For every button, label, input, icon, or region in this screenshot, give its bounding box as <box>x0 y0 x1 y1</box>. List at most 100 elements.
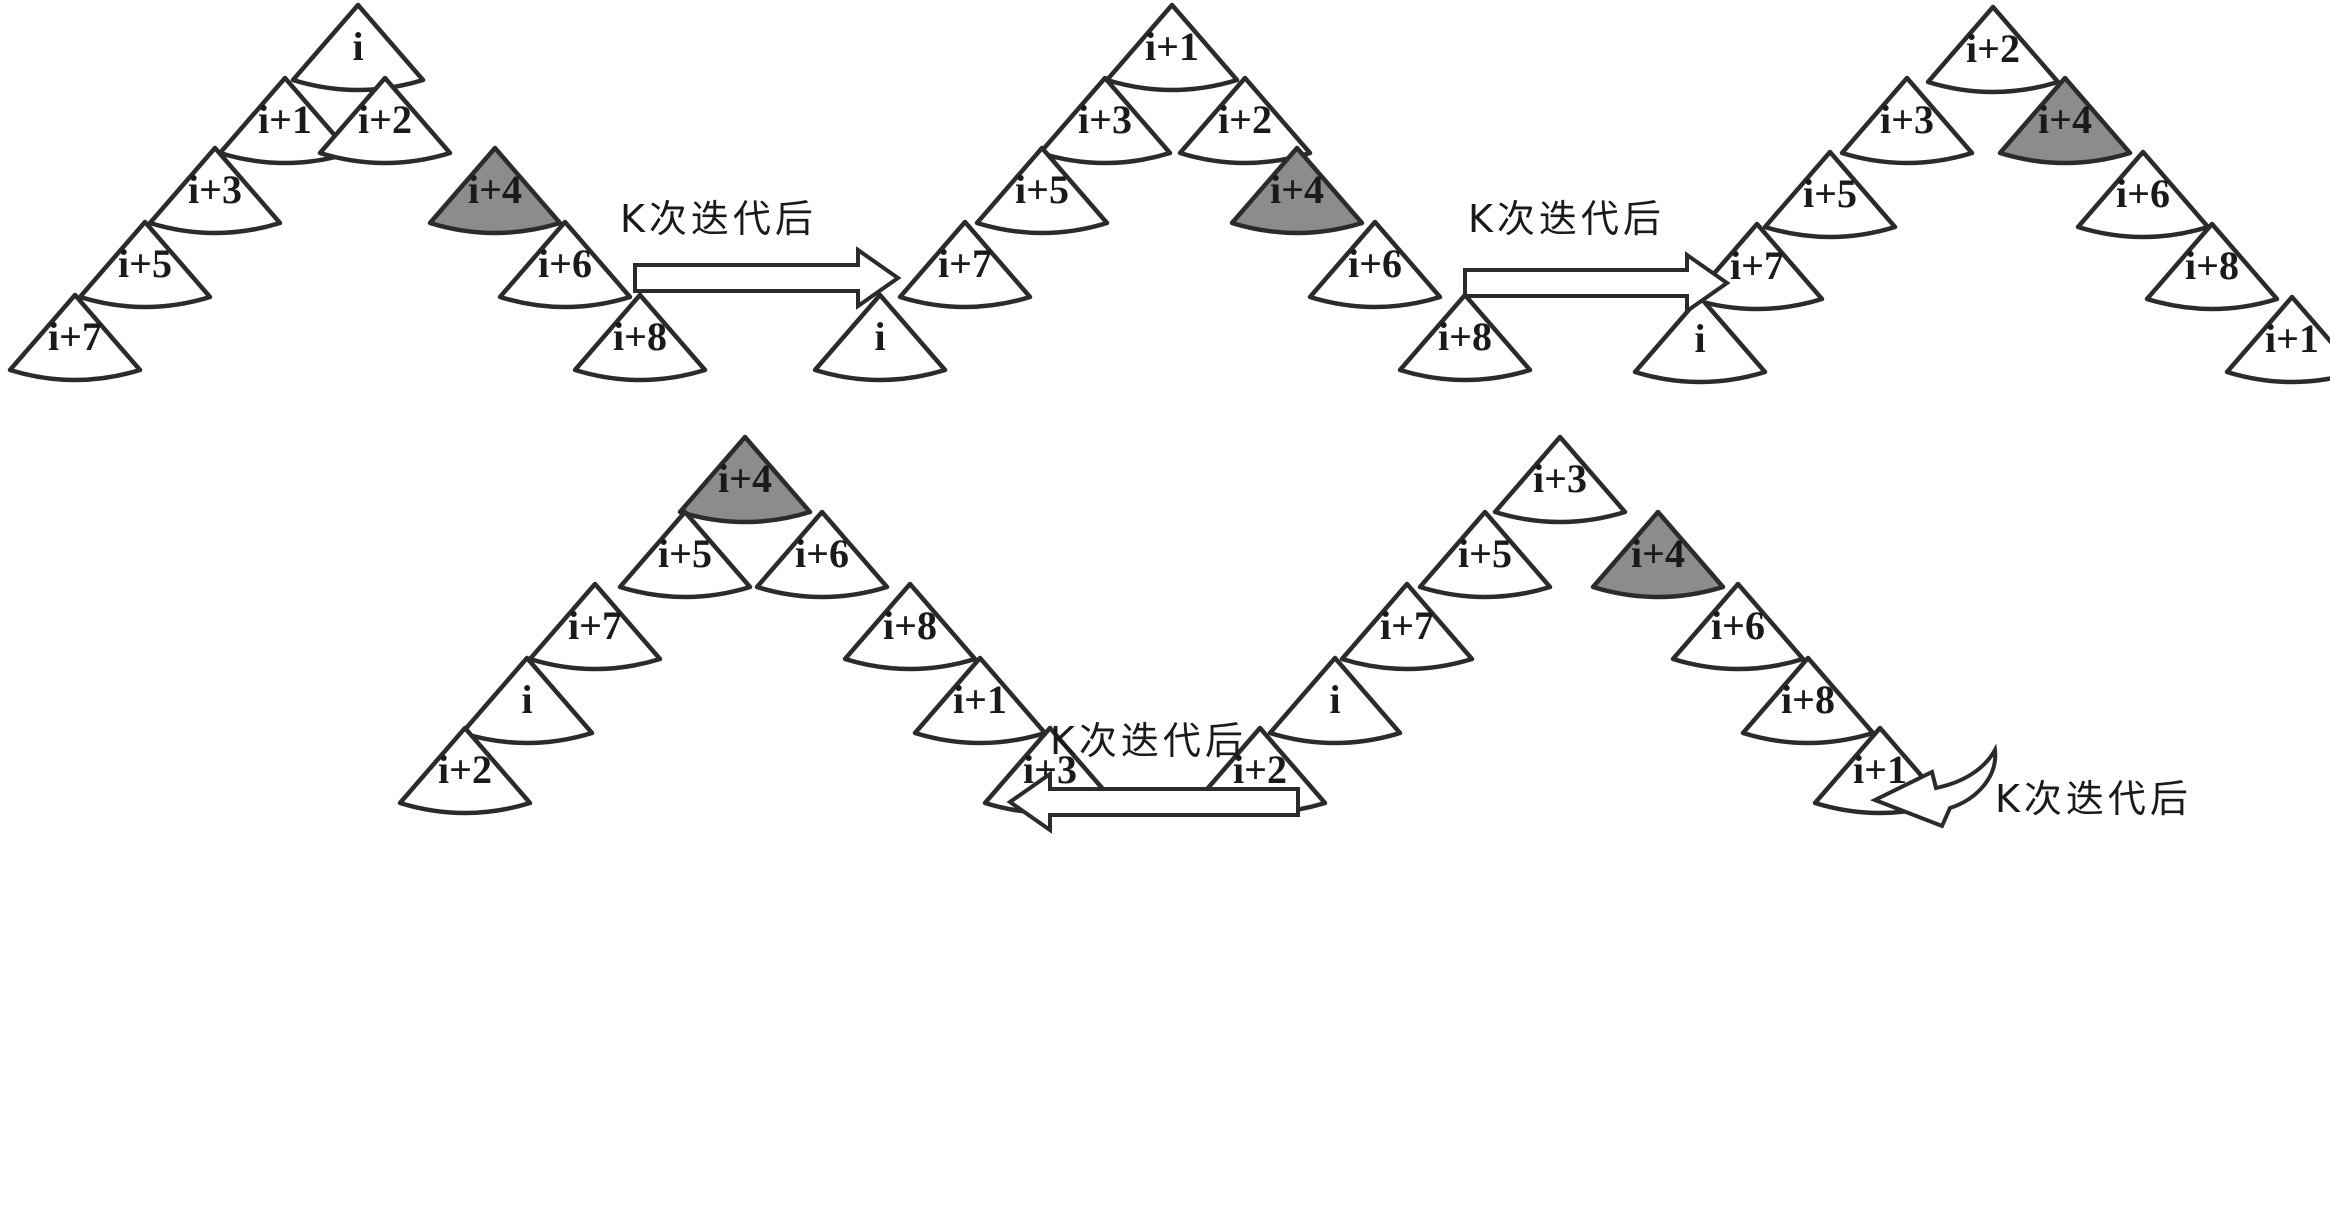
tree-node: i <box>1267 655 1403 746</box>
tree-node: i+7 <box>7 292 143 383</box>
node-shape <box>427 145 563 236</box>
node-label: i+6 <box>2116 171 2170 216</box>
tree-node: i+2 <box>397 725 533 816</box>
node-label: i+2 <box>1218 97 1272 142</box>
node-shape <box>1839 75 1975 166</box>
arrows-layer: K次迭代后 K次迭代后 K次迭代后 K次迭代后 <box>620 197 2192 834</box>
node-label: i+2 <box>438 747 492 792</box>
node-shape <box>1997 75 2133 166</box>
node-shape <box>497 219 633 310</box>
node-label: i+6 <box>1348 241 1402 286</box>
node-label: i+4 <box>2038 97 2092 142</box>
node-label: i+8 <box>1438 314 1492 359</box>
node-label: i+4 <box>1631 531 1685 576</box>
left-arrow-icon <box>1006 770 1300 834</box>
tree-node: i+2 <box>1925 4 2061 95</box>
node-shape <box>1740 655 1876 746</box>
node-shape <box>7 292 143 383</box>
node-shape <box>147 145 283 236</box>
node-label: i+1 <box>258 97 312 142</box>
highlighted-node: i+4 <box>1997 75 2133 166</box>
node-shape <box>1632 294 1768 385</box>
node-shape <box>572 292 708 383</box>
iteration-arrow: K次迭代后 <box>1870 743 2192 829</box>
node-shape <box>912 655 1048 746</box>
tree-node: i+8 <box>842 581 978 672</box>
node-shape <box>1670 581 1806 672</box>
node-shape <box>617 509 753 600</box>
tree-3: i+2 i+3 i+4 i+5 i+6 i+7 i+8 i i+1 <box>1632 4 2330 385</box>
node-label: i+5 <box>118 241 172 286</box>
tree-node: i+6 <box>1307 219 1443 310</box>
tree-4: i+3 i+5 i+4 i+7 i+6 i i+8 i+2 i+1 <box>1192 434 1948 816</box>
arrow-label: K次迭代后 <box>620 197 817 241</box>
node-label: i+1 <box>1145 24 1199 69</box>
tree-node: i <box>1632 294 1768 385</box>
right-arrow-icon <box>633 246 902 310</box>
node-label: i <box>1329 677 1340 722</box>
node-shape <box>290 2 426 93</box>
node-shape <box>1417 509 1553 600</box>
node-label: i+6 <box>538 241 592 286</box>
node-label: i+4 <box>718 456 772 501</box>
node-shape <box>1307 219 1443 310</box>
node-shape <box>1339 581 1475 672</box>
tree-node: i+6 <box>497 219 633 310</box>
tree-node: i+2 <box>317 75 453 166</box>
iteration-arrow: K次迭代后 <box>620 197 902 310</box>
tree-node: i <box>459 655 595 746</box>
node-label: i+6 <box>1711 603 1765 648</box>
tree-node: i+1 <box>912 655 1048 746</box>
tree-node: i+8 <box>1740 655 1876 746</box>
tree-node: i+7 <box>527 581 663 672</box>
iteration-arrow: K次迭代后 <box>1463 197 1731 315</box>
tree-node: i+3 <box>147 145 283 236</box>
tree-node: i+7 <box>897 219 1033 310</box>
arrow-label: K次迭代后 <box>1468 197 1665 241</box>
node-label: i <box>521 677 532 722</box>
right-arrow-icon <box>1463 251 1731 315</box>
arrow-label: K次迭代后 <box>1995 777 2192 821</box>
node-shape <box>812 292 948 383</box>
node-label: i+2 <box>358 97 412 142</box>
tree-node: i+6 <box>2075 149 2211 240</box>
node-shape <box>397 725 533 816</box>
node-label: i+5 <box>1015 167 1069 212</box>
node-label: i+3 <box>1078 97 1132 142</box>
highlighted-node: i+4 <box>677 434 813 525</box>
node-label: i+1 <box>953 677 1007 722</box>
node-shape <box>974 145 1110 236</box>
node-shape <box>1397 292 1533 383</box>
tree-5: i+4i+5 i+6i+7 i+8i i+1i+2 i+3 <box>397 434 1118 816</box>
node-shape <box>754 509 890 600</box>
tree-node: i+8 <box>572 292 708 383</box>
highlighted-node: i+4 <box>1229 145 1365 236</box>
tree-node: i+8 <box>2144 221 2280 312</box>
node-label: i+1 <box>2265 316 2319 361</box>
node-shape <box>1925 4 2061 95</box>
node-shape <box>897 219 1033 310</box>
node-shape <box>1762 149 1898 240</box>
node-label: i <box>352 24 363 69</box>
tree-node: i+7 <box>1689 221 1825 312</box>
node-shape <box>1267 655 1403 746</box>
node-shape <box>77 219 213 310</box>
node-shape <box>317 75 453 166</box>
node-label: i+7 <box>938 241 992 286</box>
arrow-label: K次迭代后 <box>1050 719 1247 763</box>
tree-node: i+6 <box>754 509 890 600</box>
node-shape <box>1104 2 1240 93</box>
curved-arrow-icon <box>1870 743 1998 829</box>
highlighted-node: i+4 <box>1590 509 1726 600</box>
node-label: i <box>1694 316 1705 361</box>
node-label: i+8 <box>613 314 667 359</box>
tree-node: i+3 <box>1839 75 1975 166</box>
node-label: i+8 <box>883 603 937 648</box>
tree-node: i+7 <box>1339 581 1475 672</box>
node-shape <box>2075 149 2211 240</box>
node-label: i+3 <box>1533 456 1587 501</box>
node-label: i+3 <box>1880 97 1934 142</box>
node-label: i+2 <box>1966 26 2020 71</box>
tree-node: i+3 <box>1492 434 1628 525</box>
